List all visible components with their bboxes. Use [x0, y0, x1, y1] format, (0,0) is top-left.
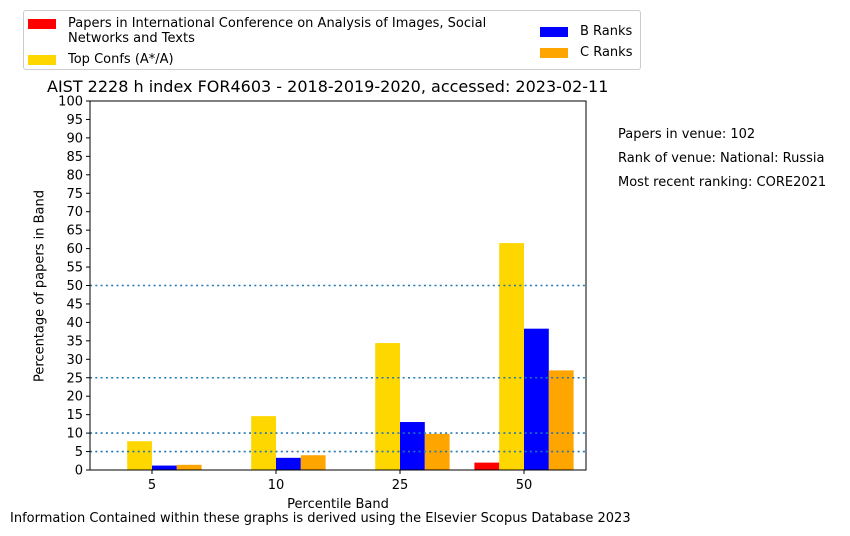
- legend-label-b-ranks: B Ranks: [580, 24, 633, 39]
- chart-title: AIST 2228 h index FOR4603 - 2018-2019-20…: [47, 77, 609, 96]
- y-tick-label-15: 15: [66, 408, 83, 423]
- y-tick-label-60: 60: [66, 242, 83, 257]
- legend-swatch-blue: [540, 27, 568, 37]
- recent-ranking: Most recent ranking: CORE2021: [618, 175, 827, 190]
- legend: Papers in International Conference on An…: [23, 10, 641, 70]
- bar-1-5: [127, 441, 152, 470]
- y-tick-label-35: 35: [66, 334, 83, 349]
- x-tick-label-50: 50: [516, 478, 533, 493]
- y-tick-label-70: 70: [66, 205, 83, 220]
- bar-1-10: [251, 416, 276, 470]
- bar-2-50: [524, 328, 549, 470]
- y-tick-label-95: 95: [66, 113, 83, 128]
- x-tick-label-10: 10: [268, 478, 285, 493]
- bar-3-10: [300, 455, 326, 470]
- y-tick-label-75: 75: [66, 187, 83, 202]
- y-tick-label-85: 85: [66, 150, 83, 165]
- bar-0-50: [474, 462, 500, 470]
- bar-2-10: [276, 457, 301, 470]
- bar-2-5: [152, 465, 177, 470]
- y-tick-label-5: 5: [75, 445, 83, 460]
- y-tick-label-55: 55: [66, 261, 83, 276]
- y-tick-label-45: 45: [66, 297, 83, 312]
- legend-swatch-gold: [28, 55, 56, 65]
- y-tick-label-0: 0: [75, 464, 83, 479]
- x-axis-label: Percentile Band: [287, 497, 389, 512]
- legend-swatch-red: [28, 19, 56, 29]
- y-tick-label-10: 10: [66, 427, 83, 442]
- y-tick-label-80: 80: [66, 168, 83, 183]
- legend-item-b-ranks: B Ranks: [540, 24, 632, 39]
- papers-in-venue: Papers in venue: 102: [618, 127, 756, 142]
- bar-2-25: [400, 422, 425, 470]
- y-tick-label-40: 40: [66, 316, 83, 331]
- bar-3-50: [548, 370, 574, 470]
- bar-1-25: [375, 343, 400, 470]
- x-tick-label-25: 25: [392, 478, 409, 493]
- y-tick-label-25: 25: [66, 371, 83, 386]
- y-axis-label: Percentage of papers in Band: [32, 189, 48, 383]
- bar-1-50: [499, 243, 524, 470]
- legend-label-top-confs: Top Confs (A*/A): [68, 52, 174, 67]
- y-tick-label-65: 65: [66, 224, 83, 239]
- footer-note: Information Contained within these graph…: [10, 511, 631, 526]
- x-tick-label-5: 5: [148, 478, 156, 493]
- legend-item-top-confs: Top Confs (A*/A): [28, 52, 174, 67]
- y-tick-label-100: 100: [58, 95, 83, 110]
- y-tick-label-20: 20: [66, 390, 83, 405]
- y-tick-label-30: 30: [66, 353, 83, 368]
- legend-item-venue: Papers in International Conference on An…: [28, 16, 528, 46]
- legend-item-c-ranks: C Ranks: [540, 45, 632, 60]
- y-tick-label-90: 90: [66, 131, 83, 146]
- legend-swatch-orange: [540, 48, 568, 58]
- venue-rank: Rank of venue: National: Russia: [618, 151, 825, 166]
- legend-label-venue: Papers in International Conference on An…: [68, 16, 487, 46]
- legend-label-c-ranks: C Ranks: [580, 45, 633, 60]
- y-tick-label-50: 50: [66, 279, 83, 294]
- bar-3-5: [176, 464, 202, 470]
